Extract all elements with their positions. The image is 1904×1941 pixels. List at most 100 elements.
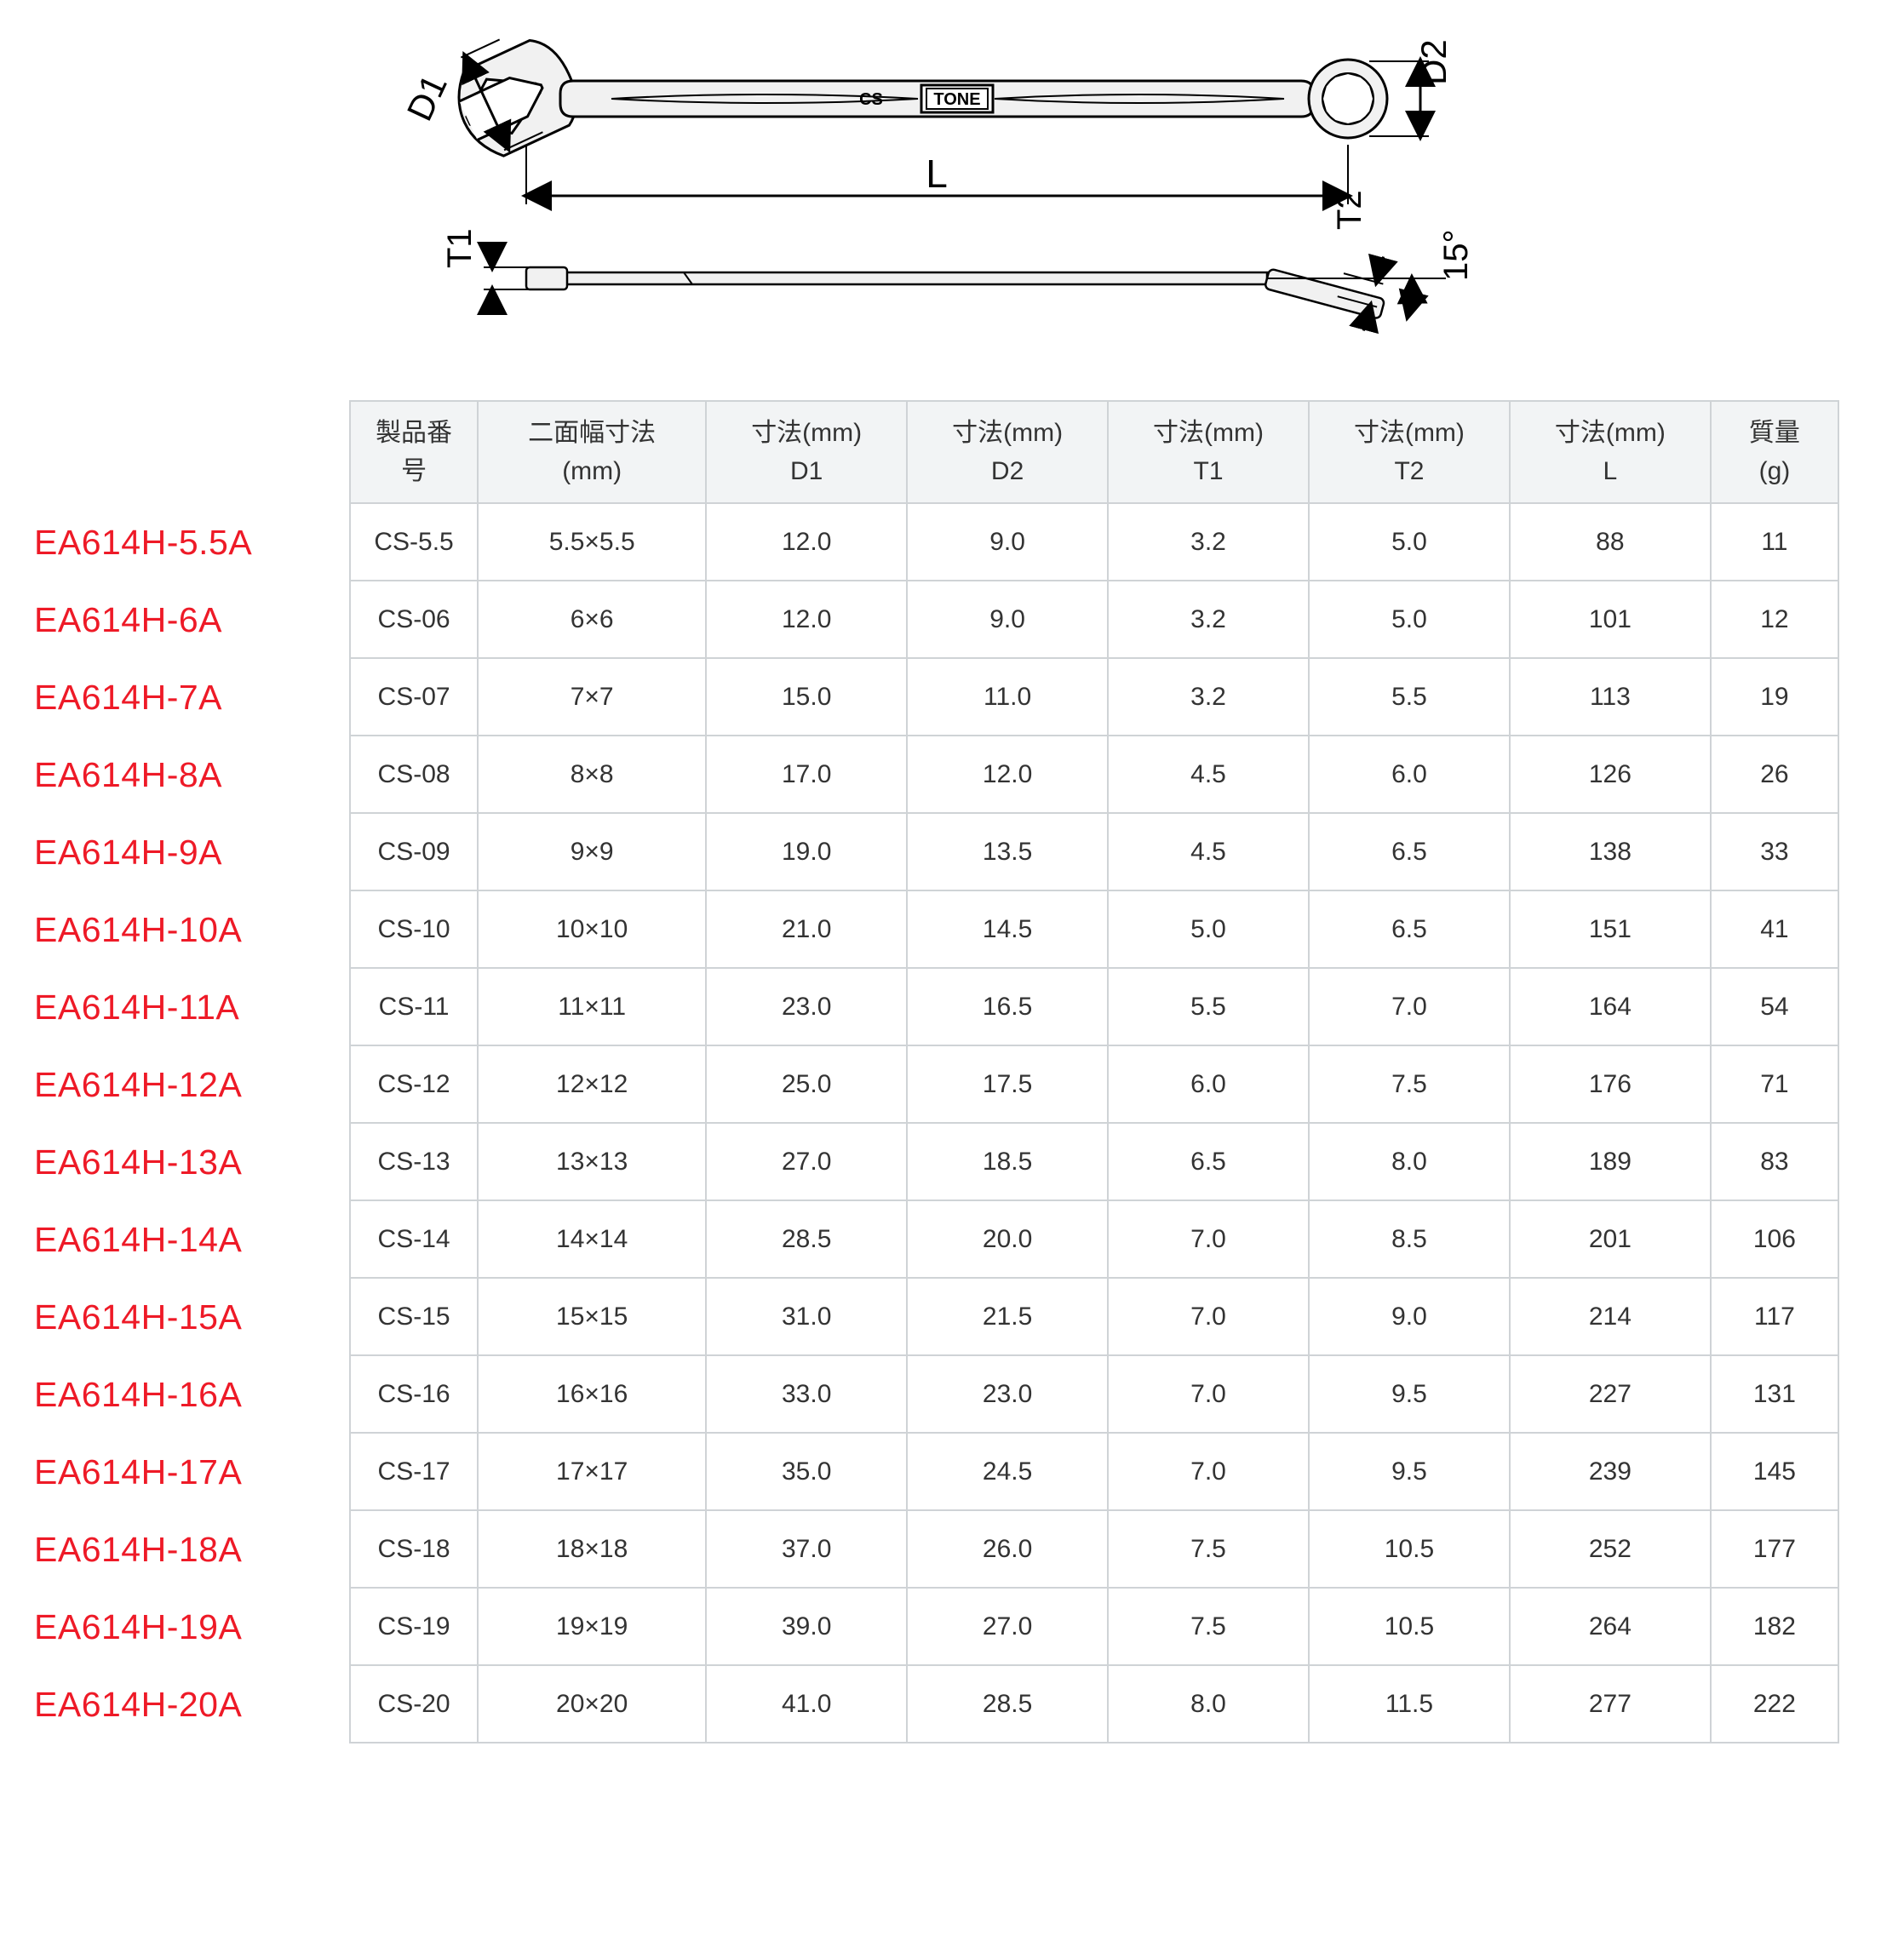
cell: 101 bbox=[1510, 581, 1711, 658]
cell: 5.0 bbox=[1108, 890, 1309, 968]
col-header-3: 寸法(mm)D2 bbox=[907, 401, 1108, 503]
model-label: CS bbox=[859, 90, 883, 109]
wrench-top-view: TONE CS D1 bbox=[399, 34, 1454, 204]
cell: 9.0 bbox=[907, 503, 1108, 581]
cell: 3.2 bbox=[1108, 581, 1309, 658]
product-code: EA614H-11A bbox=[34, 969, 349, 1046]
dim-d1-label: D1 bbox=[399, 68, 455, 127]
cell: 37.0 bbox=[706, 1510, 907, 1588]
cell: CS-08 bbox=[350, 736, 478, 813]
product-code: EA614H-13A bbox=[34, 1124, 349, 1201]
cell: 20×20 bbox=[478, 1665, 706, 1743]
table-row: CS-1111×1123.016.55.57.016454 bbox=[350, 968, 1838, 1045]
col-header-line2: D2 bbox=[915, 452, 1100, 490]
product-code: EA614H-5.5A bbox=[34, 504, 349, 581]
cell: 17.0 bbox=[706, 736, 907, 813]
col-header-line1: 寸法(mm) bbox=[915, 414, 1100, 452]
cell: 164 bbox=[1510, 968, 1711, 1045]
col-header-line2: 号 bbox=[358, 452, 470, 490]
col-header-1: 二面幅寸法(mm) bbox=[478, 401, 706, 503]
product-code: EA614H-10A bbox=[34, 891, 349, 969]
content-row: EA614H-5.5AEA614H-6AEA614H-7AEA614H-8AEA… bbox=[34, 400, 1870, 1743]
table-row: CS-088×817.012.04.56.012626 bbox=[350, 736, 1838, 813]
cell: 264 bbox=[1510, 1588, 1711, 1665]
cell: 25.0 bbox=[706, 1045, 907, 1123]
table-row: CS-099×919.013.54.56.513833 bbox=[350, 813, 1838, 890]
table-header-row: 製品番号二面幅寸法(mm)寸法(mm)D1寸法(mm)D2寸法(mm)T1寸法(… bbox=[350, 401, 1838, 503]
dim-angle-label: 15° bbox=[1437, 230, 1475, 282]
cell: 28.5 bbox=[907, 1665, 1108, 1743]
cell: 12×12 bbox=[478, 1045, 706, 1123]
product-code: EA614H-18A bbox=[34, 1511, 349, 1589]
cell: 5.5 bbox=[1108, 968, 1309, 1045]
cell: 10.5 bbox=[1309, 1510, 1510, 1588]
cell: 21.5 bbox=[907, 1278, 1108, 1355]
cell: 41.0 bbox=[706, 1665, 907, 1743]
col-header-line2: (mm) bbox=[485, 452, 698, 490]
cell: 10.5 bbox=[1309, 1588, 1510, 1665]
product-code: EA614H-17A bbox=[34, 1434, 349, 1511]
cell: 189 bbox=[1510, 1123, 1711, 1200]
table-row: CS-1414×1428.520.07.08.5201106 bbox=[350, 1200, 1838, 1278]
cell: CS-11 bbox=[350, 968, 478, 1045]
cell: 35.0 bbox=[706, 1433, 907, 1510]
table-row: CS-077×715.011.03.25.511319 bbox=[350, 658, 1838, 736]
cell: 277 bbox=[1510, 1665, 1711, 1743]
cell: 23.0 bbox=[706, 968, 907, 1045]
cell: 12 bbox=[1711, 581, 1838, 658]
cell: 7.5 bbox=[1309, 1045, 1510, 1123]
product-code: EA614H-15A bbox=[34, 1279, 349, 1356]
side-labels: EA614H-5.5AEA614H-6AEA614H-7AEA614H-8AEA… bbox=[34, 400, 349, 1743]
brand-label: TONE bbox=[933, 90, 980, 109]
cell: CS-13 bbox=[350, 1123, 478, 1200]
cell: 14.5 bbox=[907, 890, 1108, 968]
cell: 12.0 bbox=[907, 736, 1108, 813]
cell: 19.0 bbox=[706, 813, 907, 890]
cell: CS-19 bbox=[350, 1588, 478, 1665]
cell: 177 bbox=[1711, 1510, 1838, 1588]
product-code: EA614H-9A bbox=[34, 814, 349, 891]
cell: 106 bbox=[1711, 1200, 1838, 1278]
col-header-2: 寸法(mm)D1 bbox=[706, 401, 907, 503]
cell: 19 bbox=[1711, 658, 1838, 736]
cell: 88 bbox=[1510, 503, 1711, 581]
cell: 214 bbox=[1510, 1278, 1711, 1355]
cell: 11×11 bbox=[478, 968, 706, 1045]
cell: CS-06 bbox=[350, 581, 478, 658]
cell: 9×9 bbox=[478, 813, 706, 890]
table-row: CS-1717×1735.024.57.09.5239145 bbox=[350, 1433, 1838, 1510]
cell: 6.5 bbox=[1108, 1123, 1309, 1200]
cell: 126 bbox=[1510, 736, 1711, 813]
cell: 131 bbox=[1711, 1355, 1838, 1433]
cell: CS-10 bbox=[350, 890, 478, 968]
cell: 117 bbox=[1711, 1278, 1838, 1355]
col-header-line2: T2 bbox=[1316, 452, 1502, 490]
cell: 10×10 bbox=[478, 890, 706, 968]
col-header-line1: 寸法(mm) bbox=[1517, 414, 1703, 452]
cell: 6.0 bbox=[1108, 1045, 1309, 1123]
cell: 6.0 bbox=[1309, 736, 1510, 813]
cell: 4.5 bbox=[1108, 813, 1309, 890]
wrench-side-view: T1 T2 15° bbox=[441, 190, 1475, 332]
product-code: EA614H-19A bbox=[34, 1589, 349, 1666]
cell: CS-14 bbox=[350, 1200, 478, 1278]
cell: 9.5 bbox=[1309, 1433, 1510, 1510]
page: TONE CS D1 bbox=[34, 34, 1870, 1743]
cell: 26.0 bbox=[907, 1510, 1108, 1588]
cell: CS-07 bbox=[350, 658, 478, 736]
col-header-line1: 寸法(mm) bbox=[1316, 414, 1502, 452]
cell: 7.5 bbox=[1108, 1510, 1309, 1588]
product-code: EA614H-6A bbox=[34, 581, 349, 659]
dim-t2-label: T2 bbox=[1331, 190, 1368, 230]
cell: 8×8 bbox=[478, 736, 706, 813]
table-row: CS-1919×1939.027.07.510.5264182 bbox=[350, 1588, 1838, 1665]
dim-d2-label: D2 bbox=[1414, 39, 1454, 85]
cell: 151 bbox=[1510, 890, 1711, 968]
dim-t1-label: T1 bbox=[441, 228, 479, 268]
cell: CS-18 bbox=[350, 1510, 478, 1588]
cell: CS-5.5 bbox=[350, 503, 478, 581]
product-code: EA614H-20A bbox=[34, 1666, 349, 1743]
cell: 12.0 bbox=[706, 581, 907, 658]
product-code: EA614H-8A bbox=[34, 736, 349, 814]
cell: 5.5×5.5 bbox=[478, 503, 706, 581]
